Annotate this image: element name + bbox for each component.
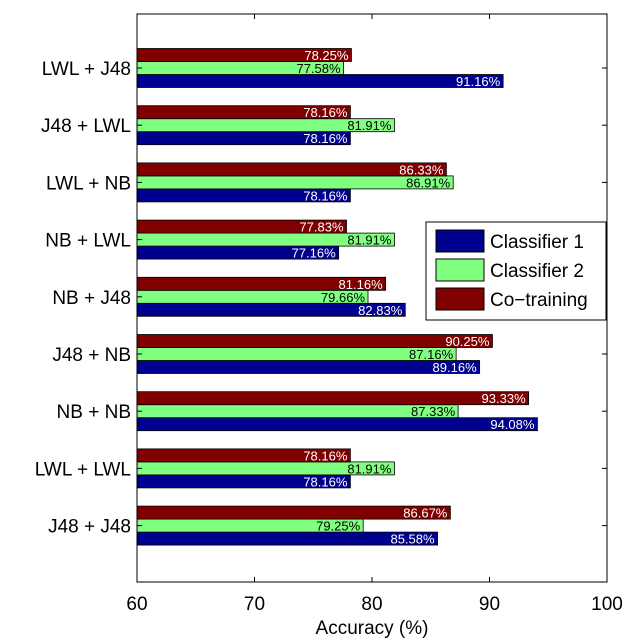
- data-label: 85.58%: [390, 532, 435, 547]
- data-label: 81.91%: [347, 233, 392, 248]
- category-label: J48 + NB: [52, 345, 131, 366]
- data-label: 81.91%: [347, 118, 392, 133]
- category-labels-group: LWL + J48 J48 + LWL LWL + NB NB + LWL NB + J…: [35, 59, 131, 538]
- data-label: 93.33%: [482, 391, 527, 406]
- data-label: 90.25%: [445, 334, 490, 349]
- bar: [136, 417, 538, 432]
- data-label: 78.16%: [303, 105, 348, 120]
- bar: [136, 360, 481, 374]
- data-label: 89.16%: [433, 360, 478, 375]
- legend-swatch: [435, 229, 485, 253]
- legend-label: Classifier 1: [490, 232, 584, 253]
- legend: Classifier 1 Classifier 2 Co−training: [425, 221, 607, 321]
- legend-swatch: [435, 258, 485, 282]
- legend-swatch: [435, 287, 485, 311]
- data-label: 77.83%: [299, 220, 344, 235]
- data-label: 91.16%: [456, 74, 501, 89]
- category-label: LWL + LWL: [35, 459, 131, 480]
- bar: [136, 334, 493, 348]
- data-label: 79.25%: [316, 519, 361, 534]
- x-tick-label: 70: [244, 594, 265, 615]
- category-label: NB + LWL: [45, 231, 131, 252]
- data-label: 78.16%: [303, 474, 348, 489]
- category-label: LWL + NB: [46, 173, 131, 194]
- category-label: J48 + J48: [48, 517, 131, 538]
- x-tick-label: 60: [126, 594, 147, 615]
- legend-label: Co−training: [490, 290, 588, 311]
- data-label: 94.08%: [490, 417, 535, 432]
- legend-label: Classifier 2: [490, 261, 584, 282]
- data-label: 81.91%: [347, 461, 392, 476]
- data-label: 78.16%: [303, 131, 348, 146]
- data-label: 87.16%: [409, 347, 454, 362]
- bar: [136, 74, 504, 88]
- data-label: 86.67%: [403, 506, 448, 521]
- data-label: 77.58%: [296, 61, 341, 76]
- data-label: 82.83%: [358, 303, 403, 318]
- x-tick-labels-group: 60 70 80 90 100: [126, 594, 622, 615]
- data-label: 86.33%: [399, 162, 444, 177]
- category-label: NB + J48: [52, 288, 131, 309]
- data-label: 78.16%: [303, 188, 348, 203]
- data-label: 78.25%: [304, 48, 349, 63]
- category-label: J48 + LWL: [41, 116, 131, 137]
- data-label: 87.33%: [411, 404, 456, 419]
- x-tick-label: 90: [479, 594, 500, 615]
- bar: [136, 391, 530, 406]
- data-label: 81.16%: [339, 277, 384, 292]
- category-label: LWL + J48: [42, 59, 131, 80]
- data-label: 78.16%: [303, 448, 348, 463]
- x-axis-label: Accuracy (%): [316, 618, 429, 639]
- bar: [136, 404, 459, 419]
- data-labels-group: 91.16%77.58%78.25%78.16%81.91%78.16%78.1…: [292, 48, 535, 547]
- x-tick-label: 80: [361, 594, 382, 615]
- data-label: 86.91%: [406, 175, 451, 190]
- category-label: NB + NB: [57, 402, 131, 423]
- data-label: 79.66%: [321, 290, 366, 305]
- x-tick-label: 100: [591, 594, 623, 615]
- data-label: 77.16%: [292, 246, 337, 261]
